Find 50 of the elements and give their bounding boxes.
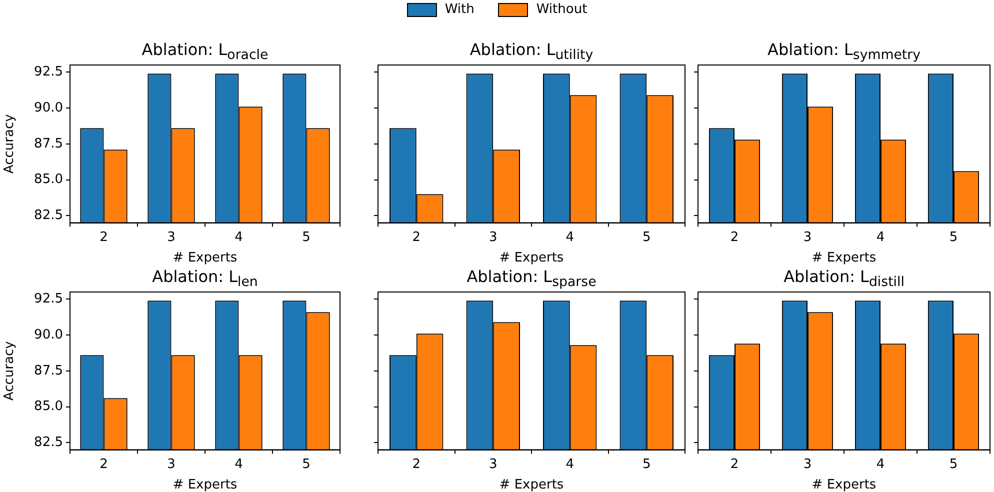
x-tick-label: 5 bbox=[949, 230, 958, 245]
y-tick-label: 85.0 bbox=[34, 172, 63, 188]
legend-label: With bbox=[444, 2, 474, 17]
chart-title: Ablation: L$_{len}$ bbox=[151, 267, 259, 290]
x-axis-title: # Experts bbox=[812, 478, 876, 492]
y-tick-label: 90.0 bbox=[34, 327, 63, 342]
y-tick-label: 90.0 bbox=[34, 100, 63, 116]
x-tick-label: 2 bbox=[412, 230, 421, 245]
y-tick-label: 85.0 bbox=[34, 399, 63, 414]
x-tick-label: 3 bbox=[803, 456, 812, 472]
chart-title: Ablation: L$_{distill}$ bbox=[782, 267, 906, 290]
x-axis-title: # Experts bbox=[499, 478, 564, 492]
chart-title: Ablation: L$_{sparse}$ bbox=[466, 267, 598, 290]
x-tick-label: 4 bbox=[876, 230, 885, 245]
y-axis-title: Accuracy bbox=[2, 340, 18, 401]
x-tick-label: 5 bbox=[642, 456, 651, 472]
x-tick-label: 3 bbox=[803, 230, 812, 245]
chart-title: Ablation: L$_{symmetry}$ bbox=[766, 40, 922, 64]
x-tick-label: 3 bbox=[488, 230, 498, 245]
y-tick-label: 82.5 bbox=[34, 435, 63, 450]
x-tick-label: 3 bbox=[488, 456, 498, 472]
x-tick-label: 5 bbox=[302, 456, 310, 472]
x-tick-label: 5 bbox=[949, 456, 958, 472]
x-tick-label: 4 bbox=[876, 456, 885, 472]
y-tick-label: 87.5 bbox=[34, 363, 63, 378]
x-tick-label: 2 bbox=[412, 456, 421, 472]
x-tick-label: 3 bbox=[167, 456, 176, 472]
x-axis-title: # Experts bbox=[172, 478, 238, 492]
x-tick-label: 4 bbox=[234, 230, 243, 245]
chart-title: Ablation: L$_{utility}$ bbox=[468, 40, 594, 64]
x-tick-label: 2 bbox=[100, 230, 108, 245]
x-tick-label: 4 bbox=[566, 230, 574, 245]
x-axis-title: # Experts bbox=[172, 250, 238, 266]
x-axis-title: # Experts bbox=[499, 250, 564, 266]
chart-title: Ablation: L$_{oracle}$ bbox=[140, 40, 270, 64]
x-tick-label: 5 bbox=[302, 230, 310, 245]
y-axis-title: Accuracy bbox=[2, 114, 18, 174]
y-tick-label: 92.5 bbox=[34, 64, 63, 80]
x-tick-label: 2 bbox=[730, 456, 739, 472]
x-tick-label: 4 bbox=[234, 456, 243, 472]
x-tick-label: 4 bbox=[566, 456, 574, 472]
x-tick-label: 5 bbox=[642, 230, 651, 245]
y-tick-label: 87.5 bbox=[34, 136, 63, 152]
y-tick-label: 92.5 bbox=[34, 292, 63, 307]
x-tick-label: 2 bbox=[100, 456, 108, 472]
legend-label: Without bbox=[536, 2, 588, 17]
y-tick-label: 82.5 bbox=[34, 208, 63, 223]
x-tick-label: 2 bbox=[730, 230, 739, 245]
x-tick-label: 3 bbox=[167, 230, 176, 245]
x-axis-title: # Experts bbox=[812, 250, 876, 266]
